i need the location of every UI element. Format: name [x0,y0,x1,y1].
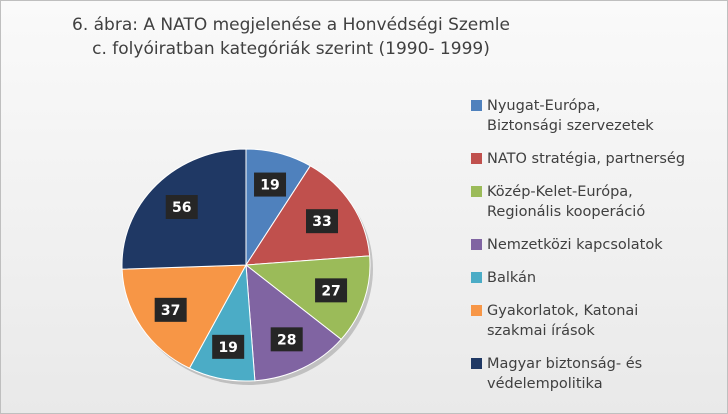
chart-title: 6. ábra: A NATO megjelenése a Honvédségi… [72,15,510,59]
legend-swatch [471,185,482,197]
legend-item: NATO stratégia, partnerség [471,149,727,169]
data-label: 19 [218,340,237,356]
data-label-box [154,297,187,322]
data-label: 33 [312,214,331,230]
legend-item: Gyakorlatok, Katonai szakmai írások [471,301,727,341]
legend-item: Nemzetközi kapcsolatok [471,235,727,255]
data-label-box [165,195,198,220]
legend-swatch [471,358,482,370]
data-label: 37 [161,303,180,319]
data-label: 27 [321,283,340,299]
legend-item: Balkán [471,268,727,288]
legend-swatch [471,152,482,164]
data-label-box [212,334,245,359]
data-label: 19 [260,178,279,194]
data-label-box [254,172,287,197]
pie-slice [245,263,342,382]
legend-item: Közép-Kelet-Európa, Regionális kooperáci… [471,182,727,222]
legend-label: Nyugat-Európa, Biztonsági szervezetek [487,97,654,134]
data-label: 28 [277,332,296,348]
legend-label: Nemzetközi kapcsolatok [487,236,663,253]
legend-item: Nyugat-Európa, Biztonsági szervezetek [471,96,727,136]
data-label-box [306,209,339,234]
legend-label: Közép-Kelet-Európa, Regionális kooperáci… [487,183,646,220]
data-label-box [315,278,348,303]
data-label: 56 [172,200,191,216]
pie-slice [244,255,371,341]
legend-label: NATO stratégia, partnerség [487,150,686,167]
legend-swatch [471,99,482,111]
legend-label: Balkán [487,270,537,287]
legend-label: Magyar biztonság- és védelempolitika [487,356,643,393]
legend-item: Magyar biztonság- és védelempolitika [471,354,727,394]
data-label-box [270,327,303,352]
legend-swatch [471,272,482,284]
legend-swatch [471,238,482,250]
legend: Nyugat-Európa, Biztonsági szervezetek NAT… [471,89,727,401]
legend-label: Gyakorlatok, Katonai szakmai írások [487,303,639,340]
legend-swatch [471,305,482,317]
